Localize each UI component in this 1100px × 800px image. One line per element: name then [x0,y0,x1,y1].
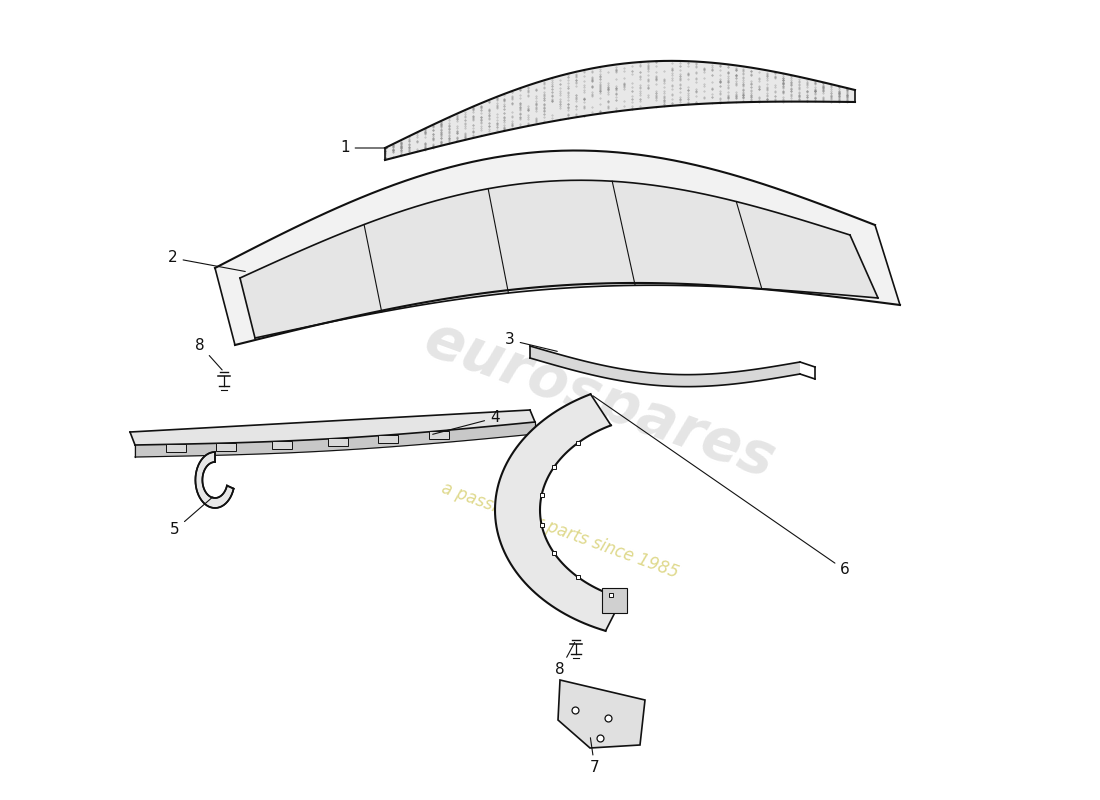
Text: 2: 2 [168,250,245,271]
Text: eurospares: eurospares [417,310,783,490]
Polygon shape [214,150,900,345]
Text: 4: 4 [432,410,499,434]
Polygon shape [217,443,236,451]
Polygon shape [328,438,348,446]
Polygon shape [558,680,645,748]
Polygon shape [495,394,623,631]
Text: 6: 6 [593,396,849,578]
Polygon shape [196,452,233,508]
Polygon shape [429,430,449,438]
Polygon shape [602,588,627,614]
Polygon shape [135,422,535,457]
Text: 1: 1 [340,141,387,155]
Polygon shape [530,346,800,386]
Polygon shape [130,410,535,445]
Text: 5: 5 [170,497,213,538]
Text: 3: 3 [505,333,558,351]
Polygon shape [240,180,878,338]
Text: 7: 7 [590,738,600,775]
Polygon shape [378,434,398,442]
Polygon shape [272,441,292,449]
Polygon shape [385,61,855,160]
Polygon shape [166,444,186,452]
Text: a passion for parts since 1985: a passion for parts since 1985 [439,478,681,582]
Text: 8: 8 [195,338,222,370]
Text: 8: 8 [556,642,574,678]
